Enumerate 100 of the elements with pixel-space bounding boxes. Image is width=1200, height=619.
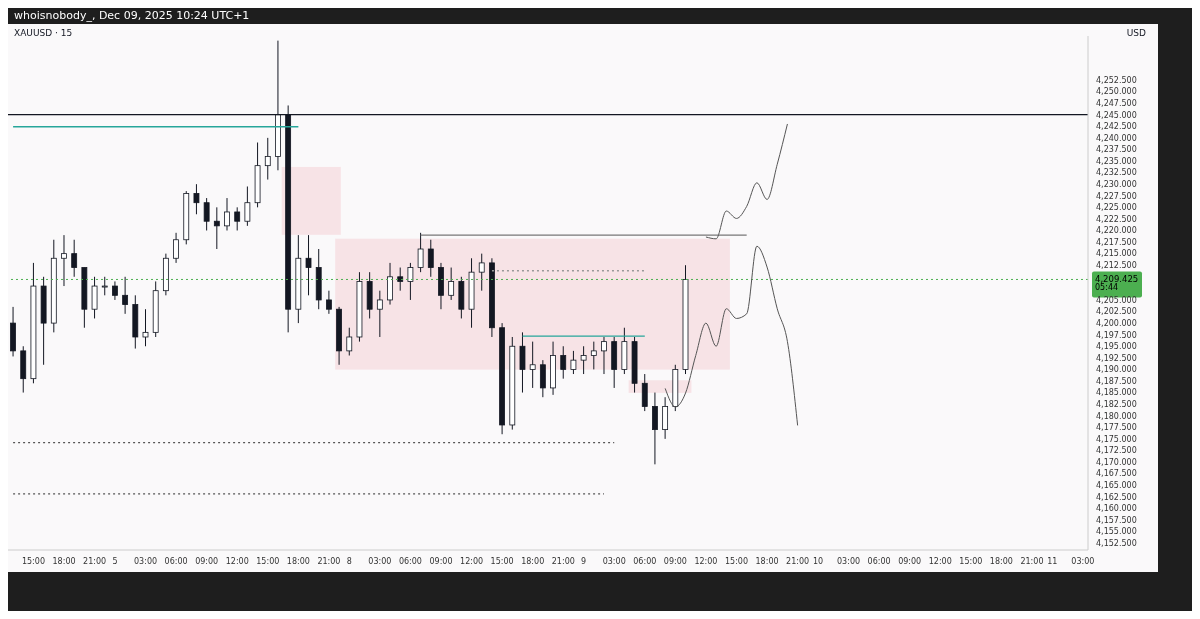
candlestick <box>326 290 332 315</box>
candlestick <box>397 267 404 292</box>
y-tick-label: 4,237.500 <box>1096 145 1137 155</box>
candlestick <box>173 232 179 264</box>
x-tick-label: 21:00 <box>786 556 810 566</box>
y-tick-label: 4,230.000 <box>1096 180 1137 190</box>
x-tick-label: 10 <box>812 556 824 566</box>
candlestick <box>376 290 383 338</box>
y-axis-title: USD <box>1120 24 1152 42</box>
y-tick-label: 4,222.500 <box>1096 214 1137 224</box>
y-tick-label: 4,195.000 <box>1096 342 1137 352</box>
y-tick-label: 4,177.500 <box>1096 423 1137 433</box>
text: 05:44 <box>1095 283 1119 293</box>
candlestick <box>519 331 526 394</box>
x-tick-label: 5 <box>112 556 118 566</box>
x-tick-label: 9 <box>581 556 587 566</box>
candlestick <box>193 183 200 215</box>
candlestick <box>224 197 230 231</box>
y-tick-label: 4,235.000 <box>1096 156 1137 166</box>
candlestick <box>570 350 577 375</box>
y-tick-label: 4,187.500 <box>1096 376 1137 386</box>
y-tick-label: 4,165.000 <box>1096 481 1137 491</box>
y-tick-label: 4,155.000 <box>1096 527 1137 537</box>
x-tick-label: 18:00 <box>755 556 779 566</box>
chart-title: XAUUSD · 15 <box>14 28 73 38</box>
candlestick <box>427 239 434 278</box>
y-tick-label: 4,167.500 <box>1096 469 1137 479</box>
y-tick-label: 4,220.000 <box>1096 226 1137 236</box>
x-tick-label: 09:00 <box>663 556 687 566</box>
x-tick-label: 12:00 <box>225 556 249 566</box>
y-tick-label: 4,217.500 <box>1096 237 1137 247</box>
y-tick-label: 4,245.000 <box>1096 110 1137 120</box>
x-tick-label: 15:00 <box>724 556 749 566</box>
candlestick <box>122 276 129 315</box>
candlestick <box>234 206 241 231</box>
y-tick-label: 4,185.000 <box>1096 388 1137 398</box>
x-tick-label: 09:00 <box>429 556 453 566</box>
y-tick-label: 4,252.500 <box>1096 75 1137 85</box>
candlestick <box>61 234 67 287</box>
candlestick <box>641 373 648 412</box>
line-series <box>705 123 788 240</box>
x-tick-label: 15:00 <box>490 556 514 566</box>
x-tick-label: 06:00 <box>398 556 422 566</box>
x-tick-label: 11 <box>1047 556 1058 566</box>
y-tick-label: 4,160.000 <box>1096 504 1137 514</box>
x-tick-label: 8 <box>346 556 352 566</box>
candlestick <box>244 186 251 227</box>
y-tick-label: 4,157.500 <box>1096 515 1137 525</box>
y-tick-label: 4,202.500 <box>1096 307 1137 317</box>
y-tick-label: 4,250.000 <box>1096 87 1137 97</box>
y-tick-label: 4,175.000 <box>1096 434 1137 444</box>
x-tick-label: 03:00 <box>602 556 626 566</box>
candlestick <box>590 341 597 370</box>
y-tick-label: 4,215.000 <box>1096 249 1137 259</box>
x-tick-label: 03:00 <box>368 556 392 566</box>
x-tick-label: 12:00 <box>694 556 718 566</box>
y-tick-label: 4,200.000 <box>1096 318 1137 328</box>
x-tick-label: 03:00 <box>1071 556 1095 566</box>
candlestick <box>203 197 210 231</box>
candlestick <box>652 392 658 465</box>
y-tick-label: 4,180.000 <box>1096 411 1137 421</box>
candlestick <box>407 262 414 301</box>
candlestick <box>417 232 424 273</box>
candlestick <box>142 308 149 347</box>
y-tick-label: 4,212.500 <box>1096 261 1137 271</box>
x-tick-label: 09:00 <box>898 556 922 566</box>
x-tick-label: 06:00 <box>164 556 188 566</box>
y-tick-label: 4,170.000 <box>1096 457 1137 467</box>
candlestick <box>539 359 546 398</box>
x-tick-label: 18:00 <box>52 556 76 566</box>
candlestick <box>529 341 536 389</box>
candlestick <box>662 396 669 440</box>
x-tick-label: 21:00 <box>317 556 341 566</box>
x-tick-label: 18:00 <box>989 556 1013 566</box>
x-tick-label: 18:00 <box>286 556 310 566</box>
candlestick <box>346 327 353 357</box>
x-tick-label: 09:00 <box>195 556 219 566</box>
candlestick <box>448 267 455 301</box>
x-tick-label: 21:00 <box>551 556 575 566</box>
candlestick <box>478 253 485 292</box>
y-tick-label: 4,190.000 <box>1096 365 1137 375</box>
y-tick-label: 4,192.500 <box>1096 353 1137 363</box>
candlestick <box>91 276 98 319</box>
y-tick-label: 4,225.000 <box>1096 203 1137 213</box>
candlestick <box>101 276 108 296</box>
line-series <box>664 245 799 426</box>
y-tick-label: 4,227.500 <box>1096 191 1137 201</box>
ref-line-label: 4,209.425 <box>1095 274 1139 285</box>
y-tick-label: 4,232.500 <box>1096 168 1137 178</box>
candlestick <box>580 345 587 375</box>
candlestick <box>387 262 393 306</box>
candlestick <box>601 336 607 375</box>
x-tick-label: 21:00 <box>83 556 107 566</box>
x-tick-label: 15:00 <box>256 556 280 566</box>
candlestick <box>71 239 78 278</box>
y-tick-label: 4,162.500 <box>1096 492 1137 502</box>
candlestick <box>305 234 312 296</box>
candlestick <box>213 206 220 250</box>
y-tick-label: 4,152.500 <box>1096 538 1137 548</box>
x-tick-label: 15:00 <box>959 556 983 566</box>
